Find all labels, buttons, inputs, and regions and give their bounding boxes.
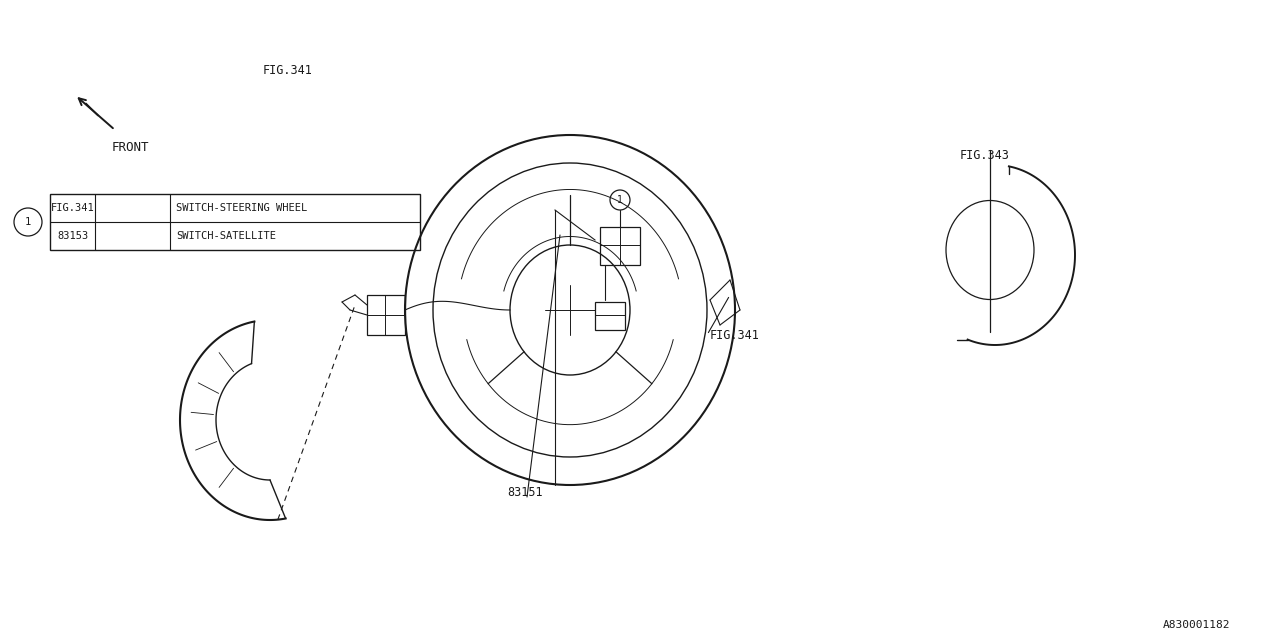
- Bar: [50, 194, 420, 250]
- Text: A830001182: A830001182: [1162, 620, 1230, 630]
- Text: 1: 1: [617, 195, 623, 205]
- Bar: [595, 302, 625, 330]
- Text: 83151: 83151: [507, 486, 543, 499]
- Text: SWITCH-SATELLITE: SWITCH-SATELLITE: [177, 231, 276, 241]
- Text: FIG.341: FIG.341: [262, 63, 312, 77]
- Text: FRONT: FRONT: [113, 141, 150, 154]
- Text: FIG.341: FIG.341: [710, 328, 760, 342]
- Bar: [600, 227, 640, 265]
- Text: FIG.343: FIG.343: [960, 148, 1010, 161]
- Text: SWITCH-STEERING WHEEL: SWITCH-STEERING WHEEL: [177, 203, 307, 213]
- Text: 1: 1: [24, 217, 31, 227]
- Text: 83153: 83153: [56, 231, 88, 241]
- Text: FIG.341: FIG.341: [51, 203, 95, 213]
- Bar: [367, 295, 404, 335]
